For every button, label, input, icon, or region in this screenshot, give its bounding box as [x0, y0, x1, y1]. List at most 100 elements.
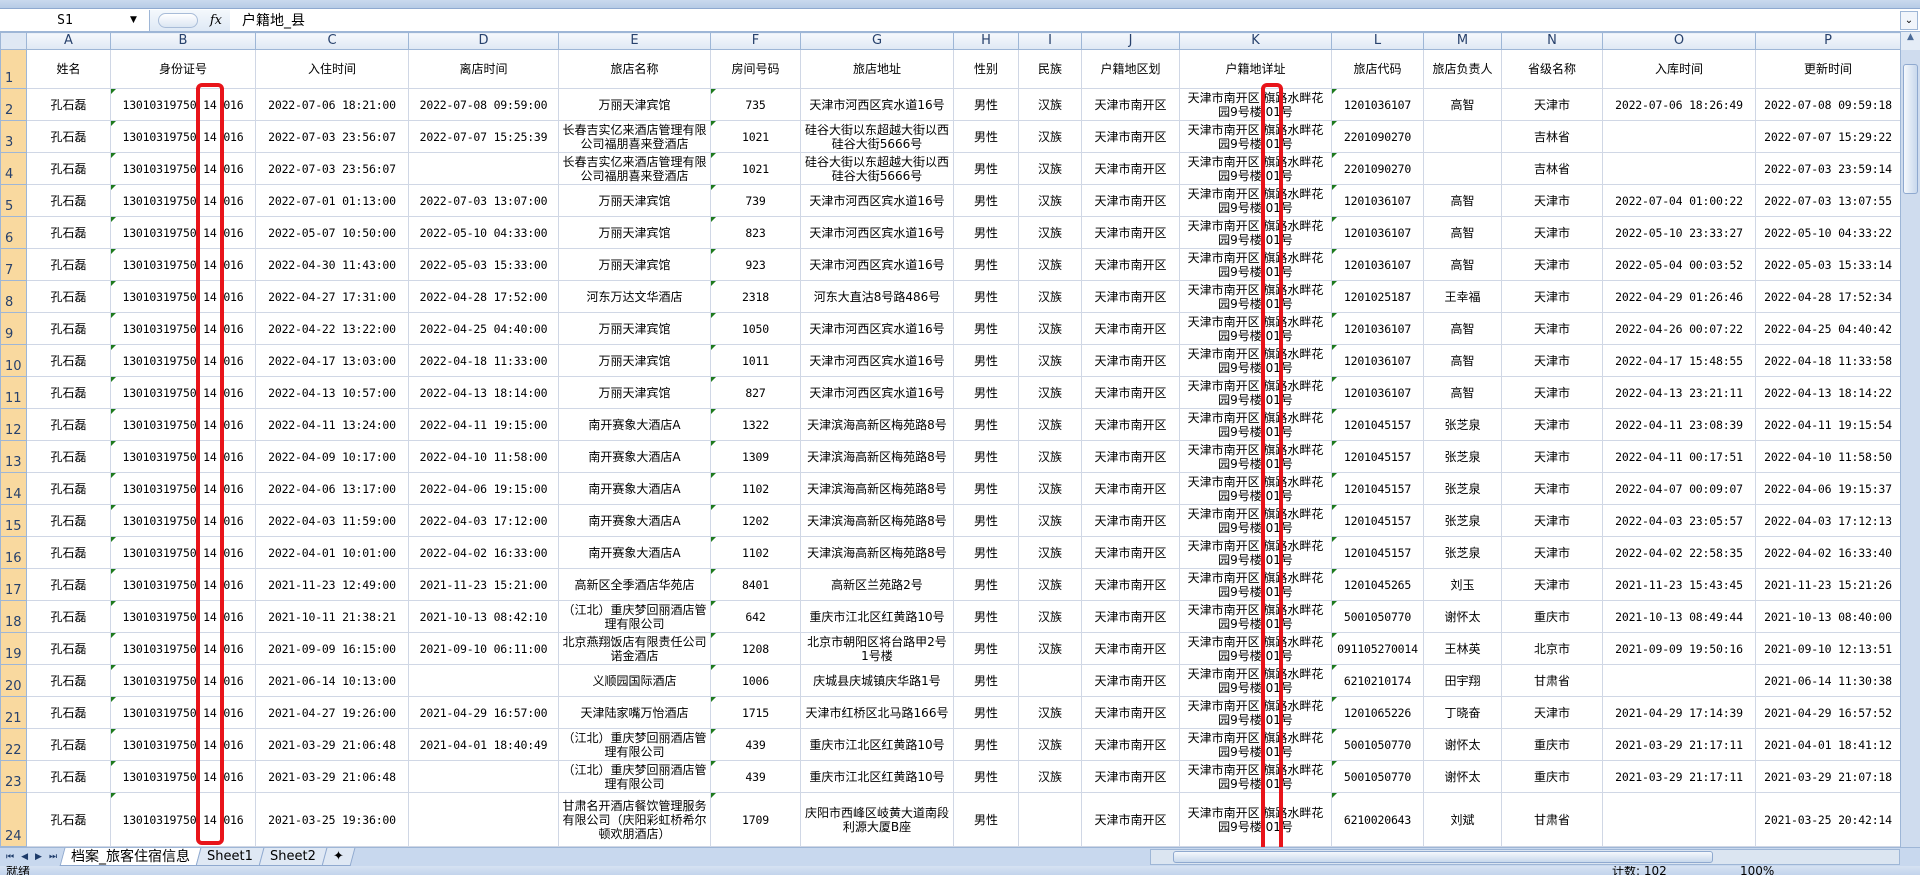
column-title-cell[interactable]: 民族	[1018, 49, 1082, 89]
cell-m2[interactable]: 高智	[1423, 88, 1502, 121]
cell-o20[interactable]	[1602, 664, 1756, 697]
sheet-tab-sheet1[interactable]: Sheet1	[195, 848, 265, 866]
cell-k22[interactable]: 天津市南开区 旗路水畔花园9号楼 01号	[1179, 728, 1332, 761]
expand-formula-bar-icon[interactable]: ⌄	[1900, 10, 1918, 30]
cell-i13[interactable]: 汉族	[1018, 440, 1082, 473]
cell-k12[interactable]: 天津市南开区 旗路水畔花园9号楼 01号	[1179, 408, 1332, 441]
cell-c8[interactable]: 2022-04-27 17:31:00	[255, 280, 409, 313]
cell-m13[interactable]: 张芝泉	[1423, 440, 1502, 473]
cell-h20[interactable]: 男性	[953, 664, 1019, 697]
cell-n9[interactable]: 天津市	[1501, 312, 1603, 345]
cell-n16[interactable]: 天津市	[1501, 536, 1603, 569]
cell-i8[interactable]: 汉族	[1018, 280, 1082, 313]
row-header-24[interactable]: 24	[0, 792, 27, 847]
cell-i17[interactable]: 汉族	[1018, 568, 1082, 601]
cell-j2[interactable]: 天津市南开区	[1081, 88, 1180, 121]
cell-b7[interactable]: 13010319750 14 016	[110, 248, 256, 281]
cell-b10[interactable]: 13010319750 14 016	[110, 344, 256, 377]
cell-d5[interactable]: 2022-07-03 13:07:00	[408, 184, 559, 217]
column-title-cell[interactable]: 户籍地区划	[1081, 49, 1180, 89]
cell-a15[interactable]: 孔石磊	[26, 504, 111, 537]
cell-b13[interactable]: 13010319750 14 016	[110, 440, 256, 473]
cell-i18[interactable]: 汉族	[1018, 600, 1082, 633]
cell-j24[interactable]: 天津市南开区	[1081, 792, 1180, 847]
cell-k14[interactable]: 天津市南开区 旗路水畔花园9号楼 01号	[1179, 472, 1332, 505]
cell-a6[interactable]: 孔石磊	[26, 216, 111, 249]
cell-j4[interactable]: 天津市南开区	[1081, 152, 1180, 185]
column-header-g[interactable]: G	[800, 32, 954, 50]
cell-n12[interactable]: 天津市	[1501, 408, 1603, 441]
cell-j22[interactable]: 天津市南开区	[1081, 728, 1180, 761]
cell-o6[interactable]: 2022-05-10 23:33:27	[1602, 216, 1756, 249]
cell-e24[interactable]: 甘肃名开酒店餐饮管理服务有限公司（庆阳彩虹桥希尔顿欢朋酒店）	[558, 792, 711, 847]
row-header-23[interactable]: 23	[0, 760, 27, 793]
cell-g3[interactable]: 硅谷大街以东超越大街以西硅谷大街5666号	[800, 120, 954, 153]
cell-n21[interactable]: 天津市	[1501, 696, 1603, 729]
cell-g17[interactable]: 高新区兰苑路2号	[800, 568, 954, 601]
cell-l3[interactable]: 2201090270	[1331, 120, 1424, 153]
cell-b4[interactable]: 13010319750 14 016	[110, 152, 256, 185]
cell-d20[interactable]	[408, 664, 559, 697]
cell-p20[interactable]: 2021-06-14 11:30:38	[1755, 664, 1900, 697]
cell-h14[interactable]: 男性	[953, 472, 1019, 505]
cell-l7[interactable]: 1201036107	[1331, 248, 1424, 281]
row-header-7[interactable]: 7	[0, 248, 27, 281]
cell-a14[interactable]: 孔石磊	[26, 472, 111, 505]
cell-l23[interactable]: 5001050770	[1331, 760, 1424, 793]
cell-g22[interactable]: 重庆市江北区红黄路10号	[800, 728, 954, 761]
cell-c21[interactable]: 2021-04-27 19:26:00	[255, 696, 409, 729]
cell-j16[interactable]: 天津市南开区	[1081, 536, 1180, 569]
cell-g24[interactable]: 庆阳市西峰区岐黄大道南段利源大厦B座	[800, 792, 954, 847]
cell-a13[interactable]: 孔石磊	[26, 440, 111, 473]
cell-d15[interactable]: 2022-04-03 17:12:00	[408, 504, 559, 537]
cell-h17[interactable]: 男性	[953, 568, 1019, 601]
cell-k10[interactable]: 天津市南开区 旗路水畔花园9号楼 01号	[1179, 344, 1332, 377]
column-header-n[interactable]: N	[1501, 32, 1603, 50]
column-header-e[interactable]: E	[558, 32, 711, 50]
cell-j3[interactable]: 天津市南开区	[1081, 120, 1180, 153]
cell-f14[interactable]: 1102	[710, 472, 801, 505]
cell-a19[interactable]: 孔石磊	[26, 632, 111, 665]
cell-a11[interactable]: 孔石磊	[26, 376, 111, 409]
cell-f13[interactable]: 1309	[710, 440, 801, 473]
cell-j23[interactable]: 天津市南开区	[1081, 760, 1180, 793]
row-header-20[interactable]: 20	[0, 664, 27, 697]
cell-a3[interactable]: 孔石磊	[26, 120, 111, 153]
cell-d13[interactable]: 2022-04-10 11:58:00	[408, 440, 559, 473]
row-header-5[interactable]: 5	[0, 184, 27, 217]
cell-b20[interactable]: 13010319750 14 016	[110, 664, 256, 697]
column-title-cell[interactable]: 旅店地址	[800, 49, 954, 89]
cell-p24[interactable]: 2021-03-25 20:42:14	[1755, 792, 1900, 847]
cell-h9[interactable]: 男性	[953, 312, 1019, 345]
cell-n10[interactable]: 天津市	[1501, 344, 1603, 377]
column-header-f[interactable]: F	[710, 32, 801, 50]
cell-c16[interactable]: 2022-04-01 10:01:00	[255, 536, 409, 569]
cell-d16[interactable]: 2022-04-02 16:33:00	[408, 536, 559, 569]
cell-j20[interactable]: 天津市南开区	[1081, 664, 1180, 697]
horizontal-scroll-thumb[interactable]	[1173, 851, 1713, 863]
column-header-m[interactable]: M	[1423, 32, 1502, 50]
cell-n11[interactable]: 天津市	[1501, 376, 1603, 409]
cell-p14[interactable]: 2022-04-06 19:15:37	[1755, 472, 1900, 505]
cell-k19[interactable]: 天津市南开区 旗路水畔花园9号楼 01号	[1179, 632, 1332, 665]
cell-m7[interactable]: 高智	[1423, 248, 1502, 281]
cell-o5[interactable]: 2022-07-04 01:00:22	[1602, 184, 1756, 217]
cell-i11[interactable]: 汉族	[1018, 376, 1082, 409]
cell-m16[interactable]: 张芝泉	[1423, 536, 1502, 569]
cell-i7[interactable]: 汉族	[1018, 248, 1082, 281]
cell-e13[interactable]: 南开赛象大酒店A	[558, 440, 711, 473]
cell-b21[interactable]: 13010319750 14 016	[110, 696, 256, 729]
cell-k4[interactable]: 天津市南开区 旗路水畔花园9号楼 01号	[1179, 152, 1332, 185]
cell-l24[interactable]: 6210020643	[1331, 792, 1424, 847]
cell-f11[interactable]: 827	[710, 376, 801, 409]
cell-i19[interactable]: 汉族	[1018, 632, 1082, 665]
cell-c11[interactable]: 2022-04-13 10:57:00	[255, 376, 409, 409]
cell-c5[interactable]: 2022-07-01 01:13:00	[255, 184, 409, 217]
cell-g2[interactable]: 天津市河西区宾水道16号	[800, 88, 954, 121]
cell-o18[interactable]: 2021-10-13 08:49:44	[1602, 600, 1756, 633]
cell-o19[interactable]: 2021-09-09 19:50:16	[1602, 632, 1756, 665]
cell-i14[interactable]: 汉族	[1018, 472, 1082, 505]
cell-d24[interactable]	[408, 792, 559, 847]
cell-p5[interactable]: 2022-07-03 13:07:55	[1755, 184, 1900, 217]
cell-f8[interactable]: 2318	[710, 280, 801, 313]
